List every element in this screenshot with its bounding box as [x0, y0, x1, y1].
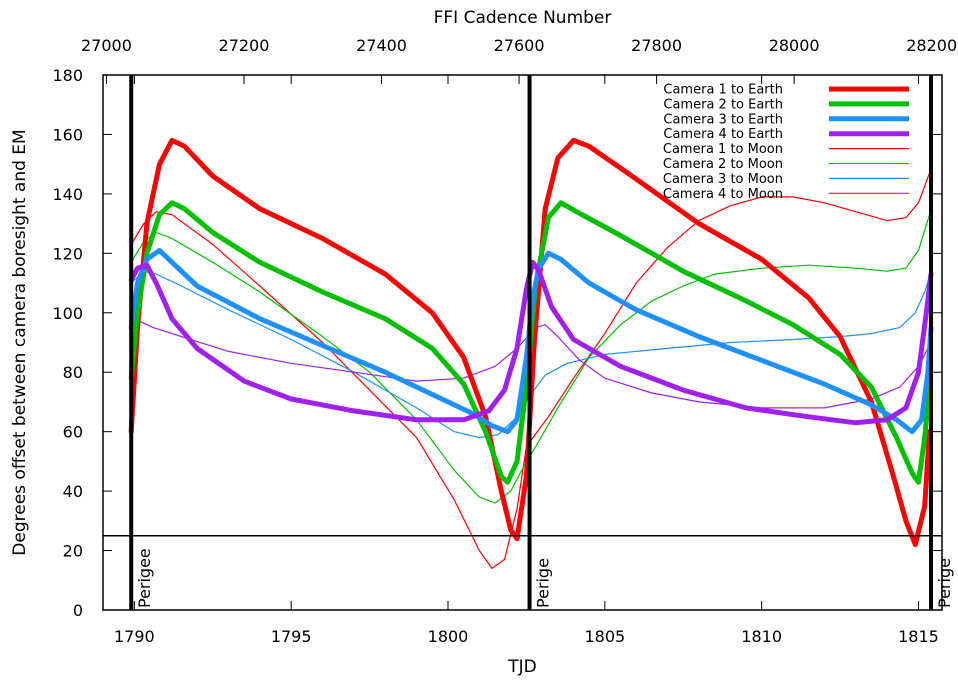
- series-line-camera-2-to-earth: [128, 200, 932, 485]
- x2-tick-label: 28200: [906, 36, 957, 55]
- x-tick-label: 1805: [584, 627, 625, 646]
- x-tick-label: 1815: [898, 627, 939, 646]
- y-tick-label: 120: [52, 244, 83, 263]
- y-tick-label: 140: [52, 185, 83, 204]
- legend-label: Camera 4 to Earth: [663, 127, 783, 142]
- legend-label: Camera 2 to Moon: [663, 157, 783, 172]
- x-tick-label: 1810: [741, 627, 782, 646]
- legend-label: Camera 2 to Earth: [663, 97, 783, 112]
- y-tick-label: 40: [63, 482, 83, 501]
- y-tick-label: 60: [63, 423, 83, 442]
- legend-label: Camera 3 to Earth: [663, 112, 783, 127]
- plot-frame: [102, 74, 943, 611]
- y-tick-label: 160: [52, 125, 83, 144]
- series-line-camera-1-to-earth: [128, 137, 932, 548]
- x2-tick-label: 27000: [81, 36, 132, 55]
- x-tick-label: 1800: [428, 627, 469, 646]
- x2-tick-label: 27600: [494, 36, 545, 55]
- x-axis-label: TJD: [507, 657, 537, 677]
- y-tick-label: 0: [73, 601, 83, 620]
- legend-label: Camera 1 to Earth: [663, 83, 783, 98]
- y-axis-label: Degrees offset between camera boresight …: [10, 129, 30, 555]
- x2-axis-label: FFI Cadence Number: [434, 8, 612, 28]
- x-tick-label: 1795: [271, 627, 312, 646]
- y-tick-label: 100: [52, 304, 83, 323]
- series-line-camera-4-to-moon: [130, 321, 931, 409]
- y-tick-label: 180: [52, 66, 83, 85]
- x2-tick-label: 27400: [356, 36, 407, 55]
- x2-tick-label: 27800: [631, 36, 682, 55]
- legend-label: Camera 1 to Moon: [663, 142, 783, 157]
- y-tick-label: 20: [63, 542, 83, 561]
- x-tick-label: 1790: [114, 627, 155, 646]
- legend-label: Camera 4 to Moon: [663, 187, 783, 202]
- perigee-label: Perige: [935, 558, 954, 608]
- series-line-camera-4-to-earth: [128, 259, 934, 426]
- x2-tick-label: 27200: [219, 36, 270, 55]
- legend-label: Camera 3 to Moon: [663, 172, 783, 187]
- series-line-camera-1-to-moon: [130, 172, 931, 569]
- perigee-label: Perige: [534, 558, 553, 608]
- y-tick-label: 80: [63, 363, 83, 382]
- marker-layer: Perigee Perige Perige: [103, 75, 954, 610]
- perigee-label: Perigee: [135, 548, 154, 608]
- x2-tick-label: 28000: [769, 36, 820, 55]
